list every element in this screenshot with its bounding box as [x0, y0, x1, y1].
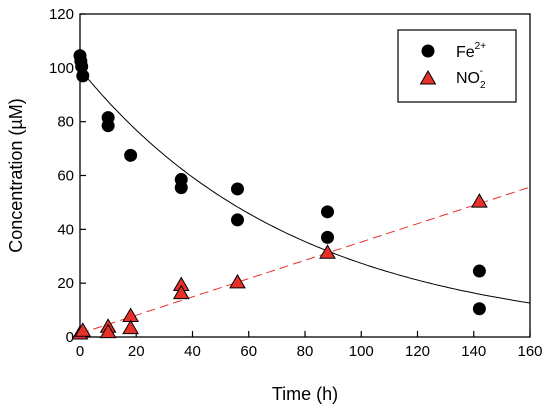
fe-data-point: [472, 264, 486, 278]
x-axis-title: Time (h): [272, 384, 338, 404]
fe-data-point: [321, 230, 334, 244]
legend-box: [397, 29, 517, 103]
x-tick-label: 20: [128, 343, 145, 360]
fe-data-point: [75, 59, 89, 73]
legend-fe-label: Fe2+: [456, 41, 486, 61]
legend: Fe2+ NO2 -: [397, 29, 517, 103]
no2-data-point: [319, 244, 336, 259]
fit-lines: [79, 68, 531, 334]
x-tick-label: 120: [405, 343, 430, 360]
legend-no2-label: NO2 -: [456, 66, 486, 91]
y-tick-label: 80: [57, 114, 74, 131]
fe-data-point: [231, 213, 244, 227]
fe-data-point: [321, 205, 334, 219]
no2-fit-line: [79, 186, 531, 334]
no2-data-point: [229, 273, 246, 289]
legend-fe-superscript: 2+: [475, 41, 487, 52]
fe-fit-curve: [79, 68, 531, 304]
fe-data-point: [76, 69, 90, 83]
fe-data-point: [101, 119, 115, 133]
legend-fe-base: Fe: [456, 44, 475, 61]
fe-data-point: [231, 182, 244, 196]
legend-no2-subscript: 2: [480, 80, 486, 91]
x-tick-label: 140: [461, 343, 486, 360]
y-tick-label: 40: [57, 221, 74, 238]
fe-data-point: [124, 148, 138, 162]
y-tick-label: 100: [49, 60, 74, 77]
axes: 0 20 40 60 80 100 120 140 160 0 20 40 60 80 100 120: [49, 6, 543, 360]
legend-fe-marker: [421, 44, 435, 58]
no2-data-point: [122, 319, 139, 335]
legend-no2-marker: [419, 69, 437, 85]
y-axis-title: Concentration (µM): [6, 98, 26, 252]
no2-data-point: [471, 193, 488, 208]
no2-data-point: [172, 284, 190, 300]
y-tick-label: 60: [57, 168, 74, 185]
y-tick-label: 120: [49, 6, 74, 23]
legend-no2-base: NO: [456, 70, 480, 87]
x-tick-label: 0: [76, 343, 84, 360]
data-points: [71, 49, 488, 340]
legend-no2-superscript: -: [480, 66, 483, 77]
y-tick-label: 20: [57, 275, 74, 292]
no2-data-point: [99, 323, 117, 339]
y-tick-label: 0: [66, 329, 74, 346]
x-tick-label: 40: [184, 343, 201, 360]
x-tick-label: 80: [297, 343, 314, 360]
fe-data-point: [174, 181, 188, 195]
x-tick-label: 160: [517, 343, 542, 360]
no2-data-point: [74, 322, 92, 337]
x-tick-label: 100: [349, 343, 374, 360]
fe-data-point: [472, 302, 486, 316]
x-tick-label: 60: [240, 343, 257, 360]
